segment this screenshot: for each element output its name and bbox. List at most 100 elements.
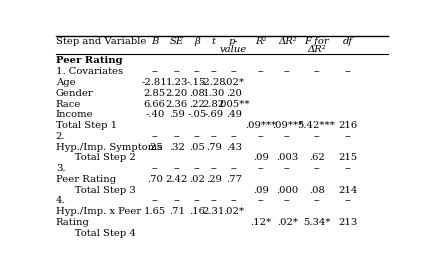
Text: --: -- — [313, 164, 320, 173]
Text: .09***: .09*** — [245, 121, 276, 130]
Text: --: -- — [194, 196, 200, 205]
Text: 2.36: 2.36 — [165, 99, 187, 109]
Text: .49: .49 — [226, 110, 242, 119]
Text: -.69: -.69 — [204, 110, 223, 119]
Text: .02*: .02* — [277, 218, 298, 227]
Text: 5.34*: 5.34* — [303, 218, 330, 227]
Text: --: -- — [344, 67, 351, 76]
Text: SE: SE — [170, 37, 184, 46]
Text: .32: .32 — [169, 143, 184, 152]
Text: .09: .09 — [252, 186, 268, 195]
Text: Peer Rating: Peer Rating — [56, 175, 116, 184]
Text: 1. Covariates: 1. Covariates — [56, 67, 123, 76]
Text: .08: .08 — [189, 89, 205, 98]
Text: 214: 214 — [338, 186, 357, 195]
Text: Total Step 1: Total Step 1 — [56, 121, 117, 130]
Text: value: value — [220, 45, 247, 54]
Text: Income: Income — [56, 110, 94, 119]
Text: --: -- — [313, 67, 320, 76]
Text: 216: 216 — [338, 121, 357, 130]
Text: Gender: Gender — [56, 89, 94, 98]
Text: 1.23: 1.23 — [165, 78, 188, 87]
Text: -.40: -.40 — [145, 110, 165, 119]
Text: .02*: .02* — [223, 78, 244, 87]
Text: .05: .05 — [189, 143, 205, 152]
Text: 2.20: 2.20 — [165, 89, 188, 98]
Text: 2.42: 2.42 — [165, 175, 188, 184]
Text: --: -- — [152, 196, 158, 205]
Text: --: -- — [194, 132, 200, 141]
Text: --: -- — [284, 164, 291, 173]
Text: .12*: .12* — [250, 218, 271, 227]
Text: -.05: -.05 — [187, 110, 207, 119]
Text: .09***: .09*** — [272, 121, 303, 130]
Text: --: -- — [313, 132, 320, 141]
Text: 215: 215 — [338, 153, 357, 162]
Text: --: -- — [344, 196, 351, 205]
Text: .79: .79 — [206, 143, 222, 152]
Text: .77: .77 — [226, 175, 242, 184]
Text: p-: p- — [229, 37, 239, 46]
Text: .71: .71 — [168, 207, 184, 216]
Text: -.15: -.15 — [187, 78, 207, 87]
Text: β: β — [194, 37, 200, 46]
Text: --: -- — [194, 67, 200, 76]
Text: .62: .62 — [309, 153, 324, 162]
Text: --: -- — [152, 132, 158, 141]
Text: 2.85: 2.85 — [144, 89, 166, 98]
Text: .003: .003 — [276, 153, 298, 162]
Text: -2.81: -2.81 — [142, 78, 168, 87]
Text: --: -- — [257, 67, 264, 76]
Text: --: -- — [173, 132, 180, 141]
Text: Step and Variable: Step and Variable — [56, 37, 146, 46]
Text: --: -- — [173, 196, 180, 205]
Text: F for: F for — [304, 37, 329, 46]
Text: --: -- — [344, 132, 351, 141]
Text: --: -- — [284, 67, 291, 76]
Text: t: t — [212, 37, 216, 46]
Text: .005**: .005** — [217, 99, 250, 109]
Text: .02: .02 — [189, 175, 205, 184]
Text: .29: .29 — [206, 175, 222, 184]
Text: --: -- — [230, 132, 237, 141]
Text: .25: .25 — [147, 143, 163, 152]
Text: --: -- — [284, 196, 291, 205]
Text: .43: .43 — [226, 143, 242, 152]
Text: --: -- — [210, 164, 217, 173]
Text: --: -- — [313, 196, 320, 205]
Text: Hyp./Imp. x Peer: Hyp./Imp. x Peer — [56, 207, 141, 216]
Text: -2.28: -2.28 — [201, 78, 226, 87]
Text: .09: .09 — [252, 153, 268, 162]
Text: 2.82: 2.82 — [203, 99, 225, 109]
Text: ΔR²: ΔR² — [278, 37, 297, 46]
Text: .02*: .02* — [223, 207, 244, 216]
Text: --: -- — [344, 164, 351, 173]
Text: Race: Race — [56, 99, 81, 109]
Text: Rating: Rating — [56, 218, 90, 227]
Text: .22: .22 — [189, 99, 205, 109]
Text: --: -- — [257, 196, 264, 205]
Text: .20: .20 — [226, 89, 242, 98]
Text: --: -- — [210, 132, 217, 141]
Text: --: -- — [257, 132, 264, 141]
Text: --: -- — [284, 132, 291, 141]
Text: --: -- — [173, 164, 180, 173]
Text: --: -- — [152, 67, 158, 76]
Text: B: B — [151, 37, 158, 46]
Text: 213: 213 — [338, 218, 357, 227]
Text: Age: Age — [56, 78, 75, 87]
Text: --: -- — [194, 164, 200, 173]
Text: .16: .16 — [189, 207, 205, 216]
Text: 5.42***: 5.42*** — [297, 121, 336, 130]
Text: Peer Rating: Peer Rating — [56, 56, 123, 66]
Text: Total Step 2: Total Step 2 — [56, 153, 136, 162]
Text: 6.66: 6.66 — [144, 99, 166, 109]
Text: Total Step 4: Total Step 4 — [56, 229, 136, 238]
Text: --: -- — [173, 67, 180, 76]
Text: --: -- — [230, 164, 237, 173]
Text: 2.31: 2.31 — [203, 207, 225, 216]
Text: Total Step 3: Total Step 3 — [56, 186, 136, 195]
Text: --: -- — [210, 196, 217, 205]
Text: --: -- — [210, 67, 217, 76]
Text: .08: .08 — [309, 186, 324, 195]
